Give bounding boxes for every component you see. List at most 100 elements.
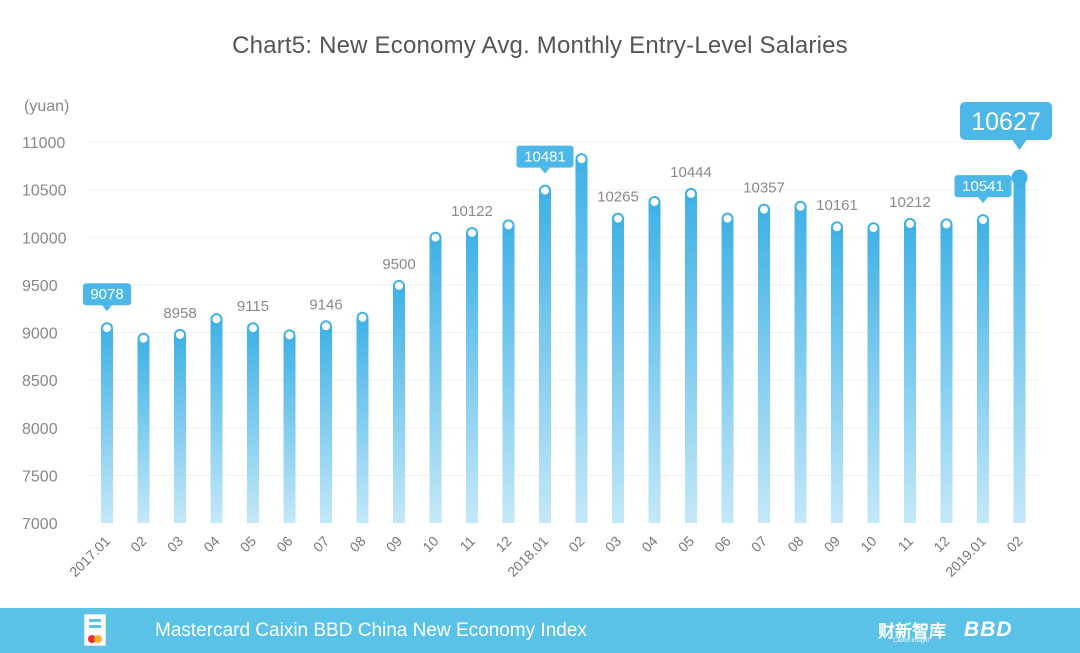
- bar-marker: [940, 218, 953, 231]
- bar: [210, 319, 223, 523]
- x-tick-label: 08: [346, 533, 368, 555]
- bar: [539, 190, 551, 523]
- data-label: 10161: [816, 197, 858, 214]
- bar-marker: [283, 329, 296, 342]
- y-tick-label: 11000: [22, 135, 65, 152]
- y-tick-label: 9500: [22, 278, 58, 295]
- index-logo-icon: [84, 614, 106, 646]
- x-tick-label: 04: [200, 533, 222, 555]
- x-tick-label: 2017.01: [66, 533, 113, 580]
- x-tick-label: 12: [930, 533, 952, 555]
- x-tick-label: 09: [383, 533, 405, 555]
- bar-marker: [174, 328, 186, 341]
- callout-box: [960, 102, 1052, 140]
- callout-pointer: [102, 305, 112, 312]
- y-tick-label: 10000: [22, 230, 67, 247]
- bar: [977, 220, 989, 524]
- bar: [685, 193, 697, 523]
- x-tick-label: 10: [857, 533, 879, 555]
- y-tick-label: 7500: [22, 468, 58, 485]
- bar-chart: 9078 8958 9115 9146 9500 10122 10481 10265 10444…: [22, 98, 1052, 580]
- bar-marker: [794, 200, 807, 213]
- bar-marker: [648, 196, 661, 209]
- data-label: 9115: [237, 298, 269, 315]
- bar: [283, 335, 296, 523]
- bar: [393, 285, 405, 523]
- bar: [904, 223, 916, 524]
- bar: [1013, 177, 1026, 523]
- bar-marker: [502, 219, 515, 232]
- data-label: 10541: [962, 178, 1004, 195]
- x-tick-label: 07: [748, 533, 770, 555]
- callout-box: [83, 283, 131, 306]
- bar-marker: [137, 332, 150, 345]
- x-tick-label: 02: [1003, 533, 1025, 555]
- data-label: 10212: [889, 194, 931, 211]
- bar-marker: [320, 320, 332, 333]
- x-tick-label: 11: [895, 533, 917, 555]
- bar: [612, 218, 624, 523]
- bar: [867, 228, 880, 524]
- caixin-insight-sub: Caixin Insight: [893, 638, 930, 644]
- chart-title: Chart5: New Economy Avg. Monthly Entry-L…: [232, 32, 848, 59]
- bar-marker: [758, 203, 770, 216]
- bar: [831, 227, 843, 523]
- bar: [101, 328, 113, 523]
- callout-box: [954, 175, 1012, 198]
- bar-marker: [721, 212, 734, 225]
- x-tick-label: 09: [821, 533, 843, 555]
- data-label: 8958: [163, 305, 196, 322]
- data-label: 9500: [382, 256, 415, 273]
- x-tick-label: 03: [602, 533, 624, 555]
- bar: [247, 328, 259, 523]
- y-tick-label: 8000: [22, 421, 58, 438]
- bar: [794, 206, 807, 523]
- bar-marker: [429, 231, 442, 244]
- bar: [648, 202, 661, 523]
- x-tick-label: 12: [492, 533, 514, 555]
- y-tick-label: 7000: [22, 516, 58, 533]
- footer-banner: Mastercard Caixin BBD China New Economy …: [0, 608, 1080, 653]
- data-label: 10444: [670, 164, 712, 181]
- data-label: 10481: [524, 149, 566, 166]
- footer-title: Mastercard Caixin BBD China New Economy …: [155, 620, 587, 641]
- y-tick-label: 10500: [22, 183, 67, 200]
- y-axis-label: (yuan): [24, 98, 69, 115]
- bar-marker: [1011, 169, 1028, 186]
- bar-marker: [612, 212, 624, 225]
- callout-pointer: [978, 197, 988, 204]
- x-tick-label: 05: [675, 533, 697, 555]
- bar-marker: [210, 313, 223, 326]
- bar: [174, 334, 186, 523]
- bar: [466, 232, 478, 523]
- bar-marker: [356, 311, 369, 324]
- bar-marker: [247, 322, 259, 335]
- bar: [721, 218, 734, 523]
- bbd-logo: BBD: [964, 618, 1013, 641]
- callout-box: [516, 145, 574, 168]
- x-tick-label: 08: [784, 533, 806, 555]
- bar: [502, 225, 515, 523]
- bar: [137, 338, 150, 523]
- x-tick-label: 05: [237, 533, 259, 555]
- callout-pointer: [540, 167, 550, 174]
- bar-marker: [393, 279, 405, 292]
- bar: [356, 317, 369, 523]
- x-tick-label: 2019.01: [942, 533, 989, 580]
- bar-marker: [685, 187, 697, 200]
- x-tick-label: 07: [310, 533, 332, 555]
- bar-marker: [101, 322, 113, 335]
- data-label: 10122: [451, 203, 493, 220]
- data-label: 10357: [743, 180, 785, 197]
- bar-marker: [977, 214, 989, 227]
- bar-marker: [867, 222, 880, 235]
- bar-marker: [466, 226, 478, 239]
- x-tick-label: 10: [419, 533, 441, 555]
- x-tick-label: 04: [638, 533, 660, 555]
- bar: [575, 159, 588, 523]
- bar-marker: [831, 221, 843, 234]
- y-tick-label: 8500: [22, 373, 58, 390]
- data-label: 10265: [597, 189, 639, 206]
- x-tick-label: 02: [127, 533, 149, 555]
- x-tick-label: 11: [457, 533, 479, 555]
